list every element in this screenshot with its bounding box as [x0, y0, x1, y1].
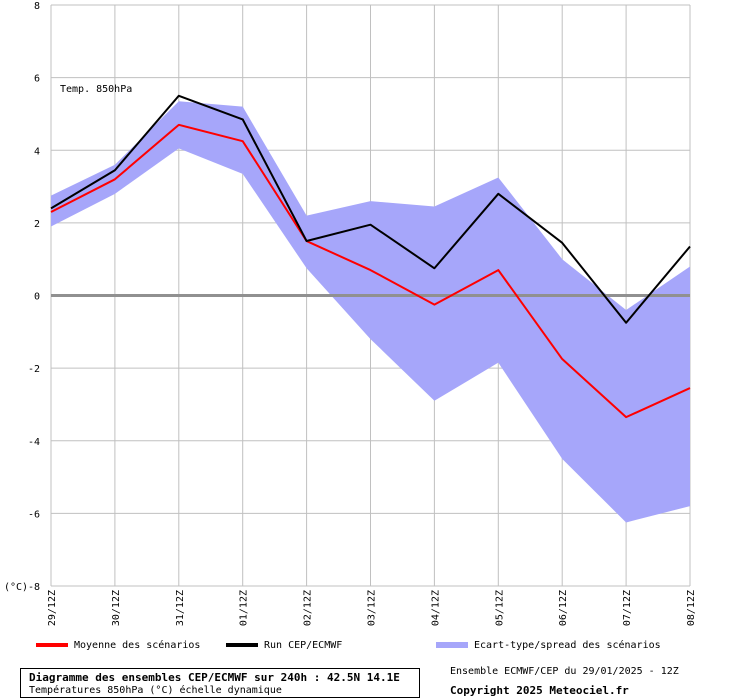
- y-tick-label: -2: [28, 364, 40, 375]
- y-axis-ticks: 8 6 4 2 0 -2 -4 -6 -8: [28, 1, 40, 593]
- legend-label: Run CEP/ECMWF: [264, 640, 343, 651]
- x-tick-label: 04/12Z: [430, 590, 441, 626]
- legend-swatch-black: [226, 643, 258, 647]
- x-tick-label: 06/12Z: [558, 590, 569, 626]
- x-tick-label: 30/12Z: [111, 590, 122, 626]
- x-tick-label: 31/12Z: [175, 590, 186, 626]
- legend-label: Moyenne des scénarios: [74, 640, 201, 651]
- legend-spread: Ecart-type/spread des scénarios: [436, 640, 661, 651]
- y-tick-label: 0: [34, 292, 40, 303]
- run-info: Ensemble ECMWF/CEP du 29/01/2025 - 12Z: [450, 666, 679, 677]
- chart-title: Temp. 850hPa: [60, 84, 132, 95]
- x-tick-label: 05/12Z: [494, 590, 505, 626]
- x-tick-label: 08/12Z: [686, 590, 697, 626]
- footer-title-box: Diagramme des ensembles CEP/ECMWF sur 24…: [20, 668, 420, 698]
- series-lines: [50, 94, 691, 419]
- x-tick-label: 07/12Z: [622, 590, 633, 626]
- y-tick-label: 2: [34, 219, 40, 230]
- legend-swatch-blue: [436, 642, 468, 648]
- y-tick-label: -6: [28, 509, 40, 520]
- legend-run: Run CEP/ECMWF: [226, 640, 342, 651]
- series-line-mean: [50, 123, 691, 419]
- footer-subtitle: Températures 850hPa (°C) échelle dynamiq…: [29, 685, 282, 696]
- y-tick-label: -8: [28, 582, 40, 593]
- x-tick-label: 01/12Z: [239, 590, 250, 626]
- y-tick-label: 8: [34, 1, 40, 12]
- legend-swatch-red: [36, 643, 68, 647]
- x-tick-label: 03/12Z: [367, 590, 378, 626]
- y-tick-label: 4: [34, 146, 40, 157]
- x-tick-label: 02/12Z: [303, 590, 314, 626]
- copyright: Copyright 2025 Meteociel.fr: [450, 684, 629, 697]
- x-tick-label: 29/12Z: [47, 590, 58, 626]
- spread-band: [51, 101, 690, 523]
- ensemble-chart: 8 6 4 2 0 -2 -4 -6 -8 29/12Z 30/12Z 31/12Z 01/12Z 02…: [4, 1, 697, 626]
- series-line-run: [50, 94, 691, 324]
- footer-title: Diagramme des ensembles CEP/ECMWF sur 24…: [29, 671, 400, 684]
- y-tick-label: -4: [28, 437, 40, 448]
- legend-label: Ecart-type/spread des scénarios: [474, 640, 661, 651]
- x-axis-ticks: 29/12Z 30/12Z 31/12Z 01/12Z 02/12Z 03/12Z 04/1…: [47, 590, 697, 626]
- y-tick-label: 6: [34, 74, 40, 85]
- legend-mean: Moyenne des scénarios: [36, 640, 200, 651]
- y-axis-unit: (°C): [4, 582, 28, 593]
